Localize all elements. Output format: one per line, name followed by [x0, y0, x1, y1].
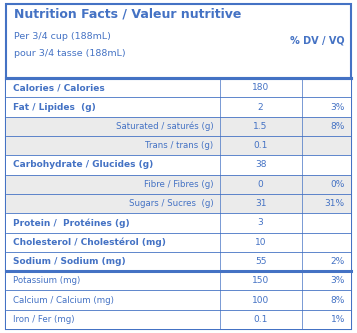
Text: Fat / Lipides  (g): Fat / Lipides (g) — [13, 103, 96, 112]
Bar — [6, 213, 351, 232]
Text: Iron / Fer (mg): Iron / Fer (mg) — [13, 315, 74, 324]
Text: 38: 38 — [255, 161, 266, 169]
Bar — [6, 310, 351, 329]
Bar — [6, 252, 351, 271]
Text: 10: 10 — [255, 238, 266, 247]
Text: 55: 55 — [255, 257, 266, 266]
Text: % DV / VQ: % DV / VQ — [290, 36, 344, 46]
Text: 180: 180 — [252, 83, 269, 92]
Text: 0: 0 — [258, 180, 263, 189]
Bar — [6, 117, 351, 136]
Text: 3%: 3% — [331, 103, 345, 112]
Text: 0%: 0% — [331, 180, 345, 189]
Text: 8%: 8% — [331, 296, 345, 305]
Text: 1%: 1% — [331, 315, 345, 324]
Bar — [6, 290, 351, 310]
Bar — [6, 97, 351, 117]
Text: Potassium (mg): Potassium (mg) — [13, 276, 80, 285]
Bar — [6, 136, 351, 155]
Text: Sugars / Sucres  (g): Sugars / Sucres (g) — [129, 199, 213, 208]
Text: Sodium / Sodium (mg): Sodium / Sodium (mg) — [13, 257, 125, 266]
Bar — [6, 155, 351, 174]
Text: Trans / trans (g): Trans / trans (g) — [145, 141, 213, 150]
Text: 3: 3 — [258, 218, 263, 227]
Text: 150: 150 — [252, 276, 269, 285]
Text: Per 3/4 cup (188mL): Per 3/4 cup (188mL) — [14, 32, 111, 41]
Text: 1.5: 1.5 — [253, 122, 268, 131]
Bar — [6, 78, 351, 97]
Text: 0.1: 0.1 — [253, 315, 268, 324]
Text: Protein /  Protéines (g): Protein / Protéines (g) — [13, 218, 130, 227]
Text: 3%: 3% — [331, 276, 345, 285]
Bar — [6, 174, 351, 194]
Text: Saturated / saturés (g): Saturated / saturés (g) — [116, 122, 213, 131]
Text: pour 3/4 tasse (188mL): pour 3/4 tasse (188mL) — [14, 49, 126, 58]
Text: Nutrition Facts / Valeur nutritive: Nutrition Facts / Valeur nutritive — [14, 8, 242, 21]
Text: Cholesterol / Cholestérol (mg): Cholesterol / Cholestérol (mg) — [13, 237, 166, 247]
Text: 2%: 2% — [331, 257, 345, 266]
Text: Calories / Calories: Calories / Calories — [13, 83, 105, 92]
Text: 2: 2 — [258, 103, 263, 112]
Text: Calcium / Calcium (mg): Calcium / Calcium (mg) — [13, 296, 114, 305]
Text: Carbohydrate / Glucides (g): Carbohydrate / Glucides (g) — [13, 161, 153, 169]
Text: 8%: 8% — [331, 122, 345, 131]
Text: 31: 31 — [255, 199, 266, 208]
Text: 100: 100 — [252, 296, 269, 305]
Text: Fibre / Fibres (g): Fibre / Fibres (g) — [144, 180, 213, 189]
Bar — [6, 232, 351, 252]
Text: 0.1: 0.1 — [253, 141, 268, 150]
Bar — [6, 271, 351, 290]
Bar — [6, 194, 351, 213]
Text: 31%: 31% — [325, 199, 345, 208]
